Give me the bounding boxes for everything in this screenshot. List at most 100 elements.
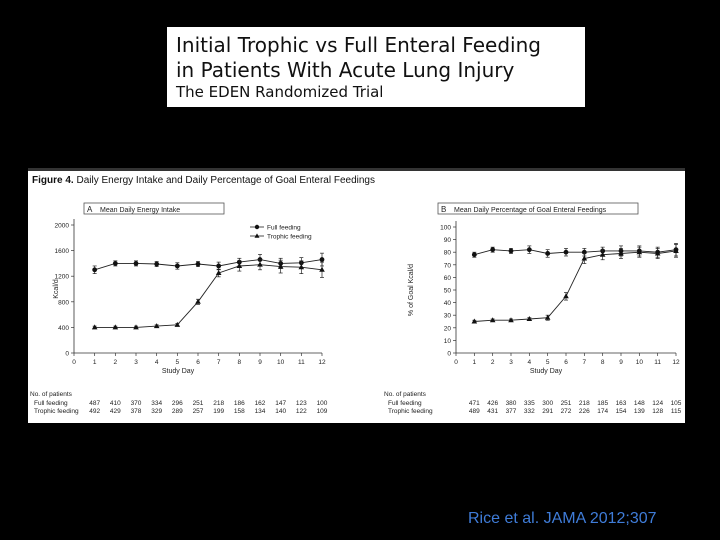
panel-a-patients-row-label: Full feeding — [34, 400, 68, 407]
panel-b-full-feeding-point — [471, 252, 477, 258]
panel-a-legend-full-feeding-marker — [254, 224, 260, 230]
panel-b-y-tick-label: 30 — [444, 313, 452, 320]
panel-a-trophic-feeding-point — [277, 263, 284, 269]
panel-a-full-feeding-point — [92, 267, 98, 273]
panel-a-y-tick-label: 1200 — [55, 274, 70, 281]
panel-a-patients-count: 334 — [151, 400, 162, 407]
panel-a-legend-full-feeding-label: Full feeding — [267, 225, 301, 232]
panel-a-patients-count: 429 — [110, 408, 121, 415]
panel-a-patients-count: 410 — [110, 400, 121, 407]
slide-title-line-2: in Patients With Acute Lung Injury — [176, 58, 515, 82]
panel-a-patients-count: 487 — [89, 400, 100, 407]
panel-a-full-feeding-point — [133, 261, 139, 266]
panel-b-patients-count: 300 — [542, 400, 553, 407]
panel-b-patients-count: 139 — [634, 408, 645, 415]
panel-a-trophic-feeding-point — [215, 270, 222, 275]
panel-b-patients-count: 251 — [561, 400, 572, 407]
panel-a-trophic-feeding-point — [112, 324, 119, 330]
panel-a-trophic-feeding-point — [174, 321, 181, 327]
panel-b-patients-count: 332 — [524, 408, 535, 415]
panel-a-patients-count: 199 — [213, 408, 224, 415]
panel-a-legend-trophic-feeding-marker — [254, 233, 260, 238]
panel-b-trophic-feeding-point — [544, 314, 551, 320]
panel-b-x-tick-label: 8 — [601, 359, 605, 366]
panel-b-patients-count: 128 — [652, 408, 663, 415]
panel-a-x-tick-label: 2 — [114, 359, 118, 366]
panel-a-x-tick-label: 10 — [277, 359, 285, 366]
panel-a-x-tick-label: 5 — [176, 359, 180, 366]
panel-a-x-tick-label: 6 — [196, 359, 200, 366]
panel-a-trophic-feeding-point — [236, 262, 243, 268]
slide-title-box: Initial Trophic vs Full Enteral Feeding … — [167, 27, 585, 107]
panel-a-patients-count: 289 — [172, 408, 183, 415]
panel-b-x-tick-label: 11 — [654, 359, 661, 366]
panel-a-patients-count: 109 — [317, 408, 328, 415]
panel-a-patients-count: 370 — [131, 400, 142, 407]
panel-a-patients-count: 378 — [131, 408, 142, 415]
panel-b-y-tick-label: 20 — [444, 325, 452, 332]
panel-b-full-feeding-line — [474, 249, 677, 256]
panel-b-full-feeding-point — [490, 247, 496, 253]
panel-b-patients-count: 426 — [487, 400, 498, 407]
panel-b-trophic-feeding-point — [563, 293, 569, 299]
panel-b-full-feeding-point — [526, 247, 532, 253]
panel-a-full-feeding-point — [174, 263, 180, 269]
panel-b-y-tick-label: 80 — [444, 250, 452, 257]
panel-a-y-tick-label: 400 — [58, 325, 69, 332]
panel-a-patients-count: 218 — [213, 400, 224, 407]
panel-b-patients-count: 115 — [671, 408, 682, 415]
panel-b-trophic-feeding-point — [581, 255, 588, 261]
panel-b-y-tick-label: 90 — [444, 237, 452, 244]
panel-a-y-tick-label: 0 — [65, 351, 69, 358]
panel-b-patients-count: 163 — [616, 400, 627, 407]
panel-a-full-feeding-point — [112, 261, 118, 266]
panel-a-y-tick-label: 800 — [58, 299, 69, 306]
panel-b-x-tick-label: 2 — [491, 359, 495, 366]
panel-a-x-tick-label: 0 — [72, 359, 76, 366]
panel-b-x-tick-label: 3 — [509, 359, 513, 366]
panel-b-trophic-feeding-point — [508, 317, 514, 323]
panel-b-patients-count: 380 — [506, 400, 517, 407]
panel-b-letter: B — [441, 205, 446, 214]
panel-b-patients-count: 124 — [652, 400, 663, 407]
panel-b-trophic-feeding-point — [618, 250, 624, 256]
panel-a-x-tick-label: 11 — [298, 359, 305, 366]
panel-b-trophic-feeding-line — [474, 250, 677, 322]
panel-b-y-tick-label: 60 — [444, 275, 452, 282]
panel-b-x-tick-label: 0 — [454, 359, 458, 366]
panel-a-patients-count: 158 — [234, 408, 245, 415]
slide-title-line-1: Initial Trophic vs Full Enteral Feeding — [176, 33, 541, 57]
figure-caption: Daily Energy Intake and Daily Percentage… — [76, 175, 375, 186]
panel-b-y-tick-label: 70 — [444, 262, 452, 269]
panel-a-patients-count: 100 — [317, 400, 328, 407]
panel-b-y-label: % of Goal Kcal/d — [408, 264, 415, 316]
panel-a-patients-count: 296 — [172, 400, 183, 407]
panel-b-x-tick-label: 6 — [564, 359, 568, 366]
panel-a-full-feeding-point — [195, 261, 201, 267]
panel-b-full-feeding-point — [545, 251, 551, 256]
panel-b-y-tick-label: 0 — [447, 351, 451, 358]
panel-b-trophic-feeding-point — [599, 251, 606, 257]
panel-a-x-tick-label: 3 — [134, 359, 138, 366]
panel-a-full-feeding-point — [319, 257, 325, 262]
panel-b-patients-count: 335 — [524, 400, 535, 407]
panel-b-patients-count: 291 — [542, 408, 553, 415]
panel-b-x-tick-label: 7 — [583, 359, 587, 366]
panel-b-trophic-feeding-point — [636, 249, 643, 255]
panel-b-x-tick-label: 10 — [636, 359, 644, 366]
panel-a-title: Mean Daily Energy Intake — [100, 207, 180, 214]
panel-b-x-tick-label: 4 — [528, 359, 532, 366]
panel-b-y-tick-label: 10 — [444, 338, 452, 345]
figure-label: Figure 4. — [32, 175, 74, 186]
panel-b-y-tick-label: 100 — [440, 225, 451, 232]
panel-b-x-tick-label: 12 — [672, 359, 680, 366]
panel-a-trophic-feeding-point — [195, 298, 201, 304]
panel-a-full-feeding-point — [154, 261, 160, 267]
panel-a-patients-count: 147 — [275, 400, 286, 407]
panel-a-patients-header: No. of patients — [30, 391, 73, 398]
panel-a-trophic-feeding-point — [91, 324, 98, 330]
panel-a-patients-count: 140 — [275, 408, 286, 415]
panel-b-patients-count: 272 — [561, 408, 572, 415]
panel-a-x-label: Study Day — [162, 368, 195, 375]
panel-b-patients-count: 471 — [469, 400, 480, 407]
